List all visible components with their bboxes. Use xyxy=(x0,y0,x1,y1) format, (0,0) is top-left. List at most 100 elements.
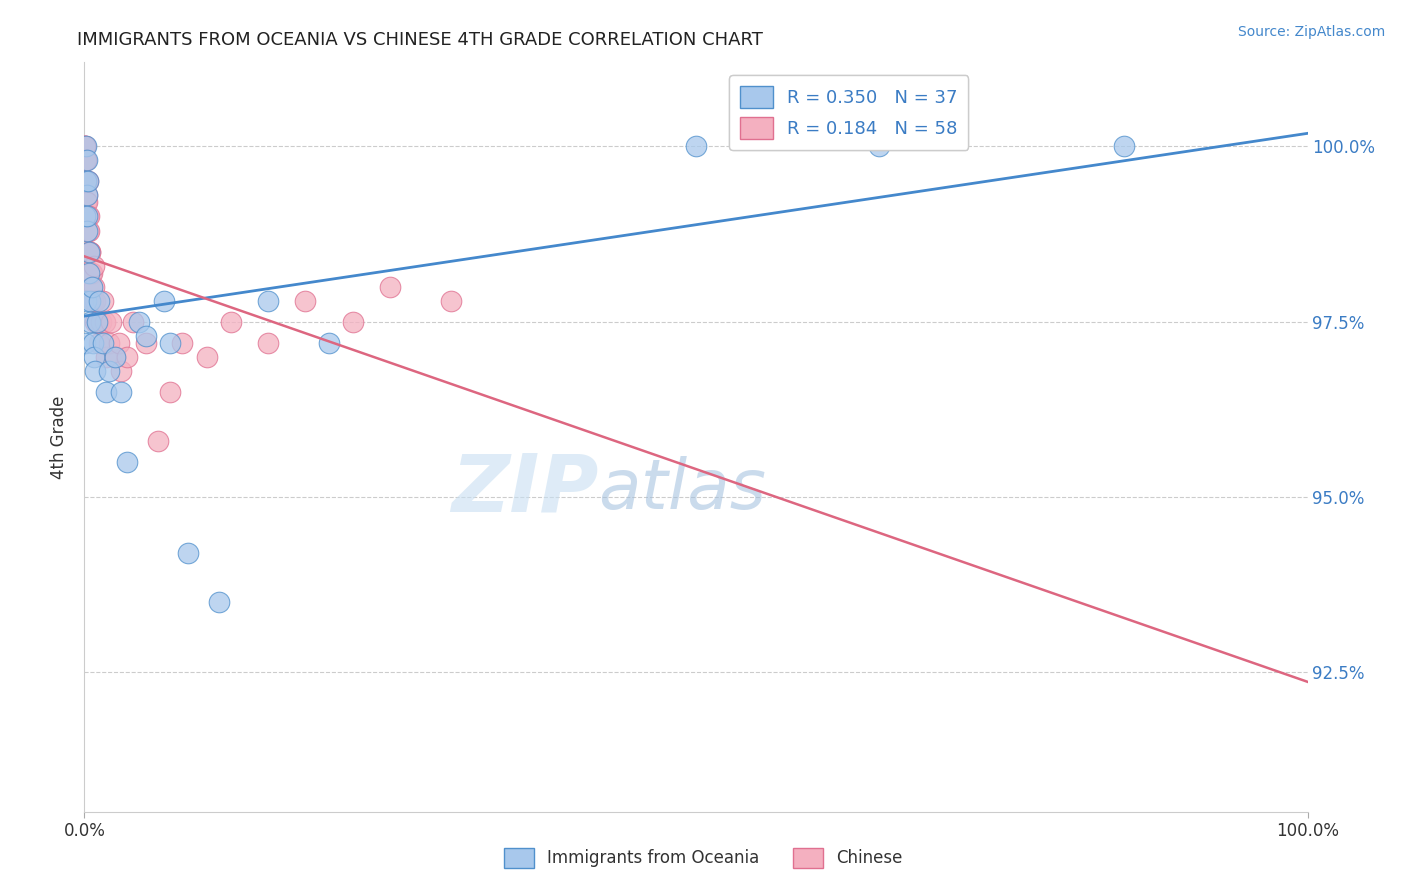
Point xyxy=(82,293,104,308)
Y-axis label: 4th Grade: 4th Grade xyxy=(51,395,69,479)
Point xyxy=(257,293,280,308)
Point xyxy=(75,139,97,153)
Point xyxy=(96,350,118,364)
Point xyxy=(110,363,132,377)
Point xyxy=(257,335,280,350)
Text: Source: ZipAtlas.com: Source: ZipAtlas.com xyxy=(1237,25,1385,39)
Point xyxy=(75,293,97,308)
Point xyxy=(128,314,150,328)
Point xyxy=(91,293,114,308)
Point xyxy=(219,314,242,328)
Point xyxy=(76,210,98,224)
Point xyxy=(159,384,181,399)
Point xyxy=(86,314,108,328)
Point xyxy=(82,266,104,280)
Point xyxy=(87,293,110,308)
Point xyxy=(75,139,97,153)
Point xyxy=(135,328,157,343)
Point xyxy=(79,244,101,259)
Point xyxy=(104,350,127,364)
Point xyxy=(159,335,181,350)
Point xyxy=(177,546,200,560)
Point xyxy=(122,314,145,328)
Point xyxy=(75,174,97,188)
Point xyxy=(80,266,103,280)
Point xyxy=(75,210,97,224)
Point xyxy=(87,335,110,350)
Point xyxy=(83,259,105,273)
Point xyxy=(76,153,98,168)
Point xyxy=(146,434,169,448)
Point xyxy=(77,223,100,237)
Legend: R = 0.350   N = 37, R = 0.184   N = 58: R = 0.350 N = 37, R = 0.184 N = 58 xyxy=(730,75,969,150)
Point xyxy=(77,174,100,188)
Point xyxy=(76,223,98,237)
Point xyxy=(318,335,340,350)
Point xyxy=(76,188,98,202)
Point xyxy=(135,335,157,350)
Point xyxy=(76,195,98,210)
Point xyxy=(87,314,110,328)
Point xyxy=(115,454,138,468)
Point xyxy=(79,266,101,280)
Point xyxy=(195,350,218,364)
Point xyxy=(82,335,104,350)
Point xyxy=(79,293,101,308)
Point xyxy=(90,314,112,328)
Point xyxy=(77,244,100,259)
Point xyxy=(73,139,96,153)
Point xyxy=(91,335,114,350)
Point xyxy=(153,293,176,308)
Legend: Immigrants from Oceania, Chinese: Immigrants from Oceania, Chinese xyxy=(496,841,910,875)
Point xyxy=(685,139,707,153)
Point xyxy=(79,314,101,328)
Point xyxy=(75,195,97,210)
Point xyxy=(440,293,463,308)
Point xyxy=(104,350,127,364)
Point xyxy=(208,594,231,608)
Point xyxy=(75,174,97,188)
Point xyxy=(80,279,103,293)
Point xyxy=(77,266,100,280)
Point xyxy=(77,210,100,224)
Point xyxy=(1114,139,1136,153)
Point xyxy=(76,210,98,224)
Point xyxy=(75,174,97,188)
Text: ZIP: ZIP xyxy=(451,450,598,529)
Point xyxy=(76,210,98,224)
Point xyxy=(83,350,105,364)
Point xyxy=(73,335,96,350)
Point xyxy=(73,139,96,153)
Point xyxy=(86,314,108,328)
Point xyxy=(77,174,100,188)
Point xyxy=(115,350,138,364)
Point xyxy=(96,384,118,399)
Point xyxy=(79,244,101,259)
Point xyxy=(75,153,97,168)
Point xyxy=(73,139,96,153)
Point xyxy=(76,174,98,188)
Point xyxy=(100,314,122,328)
Point xyxy=(869,139,891,153)
Point xyxy=(97,335,120,350)
Text: atlas: atlas xyxy=(598,456,766,523)
Point xyxy=(342,314,364,328)
Point xyxy=(77,244,100,259)
Point xyxy=(83,314,105,328)
Point xyxy=(77,223,100,237)
Point xyxy=(110,384,132,399)
Point xyxy=(84,363,107,377)
Point xyxy=(75,153,97,168)
Point xyxy=(97,363,120,377)
Point xyxy=(107,335,129,350)
Point xyxy=(294,293,316,308)
Point xyxy=(79,244,101,259)
Point xyxy=(83,279,105,293)
Point xyxy=(172,335,194,350)
Point xyxy=(75,153,97,168)
Point xyxy=(84,293,107,308)
Point xyxy=(80,279,103,293)
Point xyxy=(76,188,98,202)
Point xyxy=(75,174,97,188)
Point xyxy=(94,314,117,328)
